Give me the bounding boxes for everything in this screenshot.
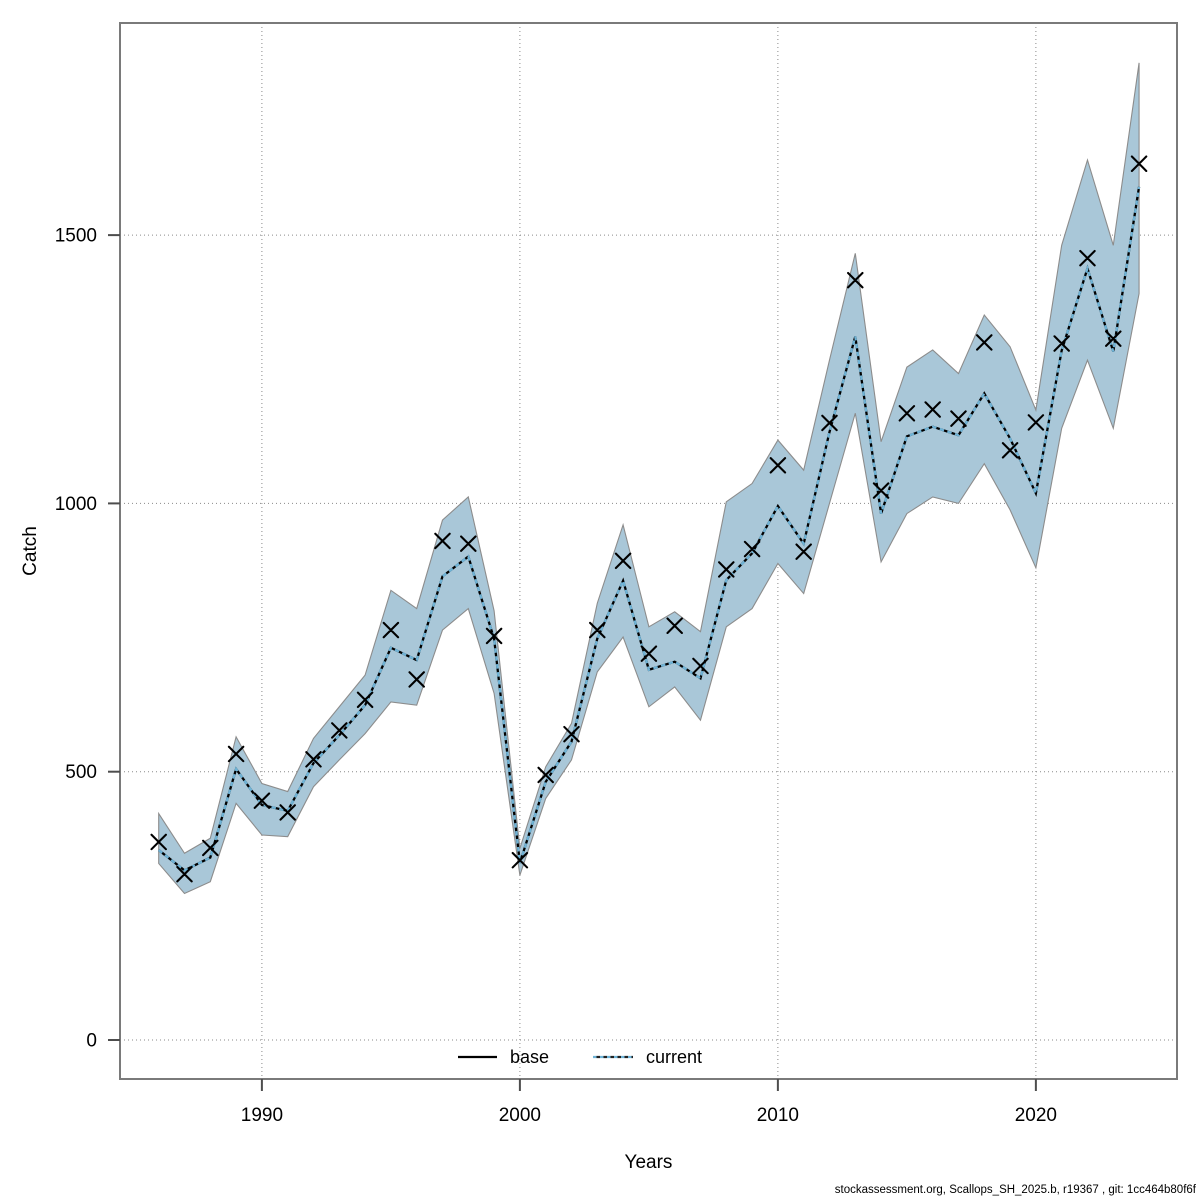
current-line (157, 186, 1141, 872)
legend-base-label: base (510, 1047, 549, 1067)
y-axis-title: Catch (20, 526, 41, 576)
legend-current-label: current (646, 1047, 702, 1067)
confidence-band (158, 62, 1140, 895)
x-axis-title: Years (625, 1152, 673, 1173)
y-tick-label: 1000 (55, 494, 97, 515)
x-tick-label: 2000 (499, 1105, 541, 1126)
y-tick-label: 0 (86, 1030, 97, 1051)
y-tick-label: 1500 (55, 226, 97, 247)
observation-markers (150, 155, 1148, 883)
footer-attribution: stockassessment.org, Scallops_SH_2025.b,… (835, 1184, 1197, 1196)
x-tick-label: 2020 (1015, 1105, 1057, 1126)
x-tick-label: 2010 (757, 1105, 799, 1126)
plot-frame (119, 22, 1178, 1080)
y-tick-label: 500 (65, 762, 97, 783)
x-tick-label: 1990 (241, 1105, 283, 1126)
